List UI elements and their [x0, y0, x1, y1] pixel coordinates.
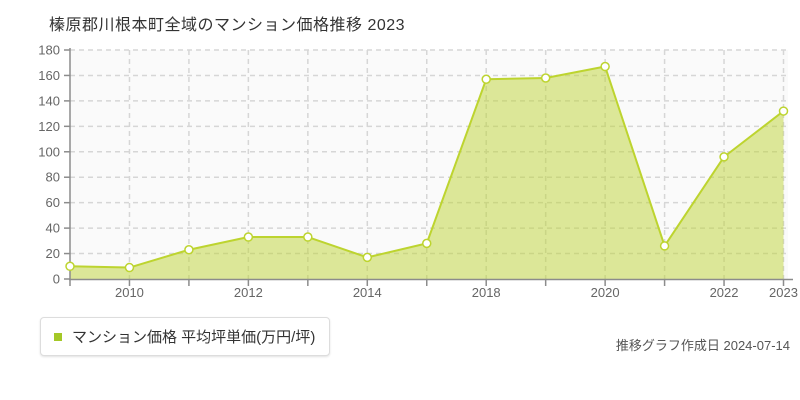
svg-text:2018: 2018: [472, 285, 501, 300]
chart-created-date: 推移グラフ作成日 2024-07-14: [615, 338, 790, 353]
svg-text:2022: 2022: [710, 285, 739, 300]
svg-text:180: 180: [38, 43, 60, 58]
svg-text:2023: 2023: [769, 285, 798, 300]
svg-text:2020: 2020: [591, 285, 620, 300]
svg-text:120: 120: [38, 119, 60, 134]
chart-title: 榛原郡川根本町全域のマンション価格推移 2023: [49, 17, 406, 34]
svg-text:2012: 2012: [234, 285, 263, 300]
svg-text:0: 0: [53, 272, 60, 287]
legend-series-marker-icon: [54, 332, 62, 341]
svg-text:20: 20: [46, 246, 60, 261]
svg-text:140: 140: [38, 93, 60, 108]
legend: マンション価格 平均坪単価(万円/坪): [40, 317, 331, 356]
legend-label: マンション価格 平均坪単価(万円/坪): [72, 329, 316, 346]
svg-text:160: 160: [38, 68, 60, 83]
svg-text:100: 100: [38, 144, 60, 159]
svg-text:80: 80: [46, 170, 60, 185]
svg-text:2010: 2010: [115, 285, 144, 300]
svg-text:2014: 2014: [353, 285, 382, 300]
svg-text:60: 60: [46, 195, 60, 210]
svg-text:40: 40: [46, 221, 60, 236]
price-trend-chart: 0 20 40 60 80 100 120 140 160 180 2010 2012 2014 2018…: [38, 43, 798, 301]
